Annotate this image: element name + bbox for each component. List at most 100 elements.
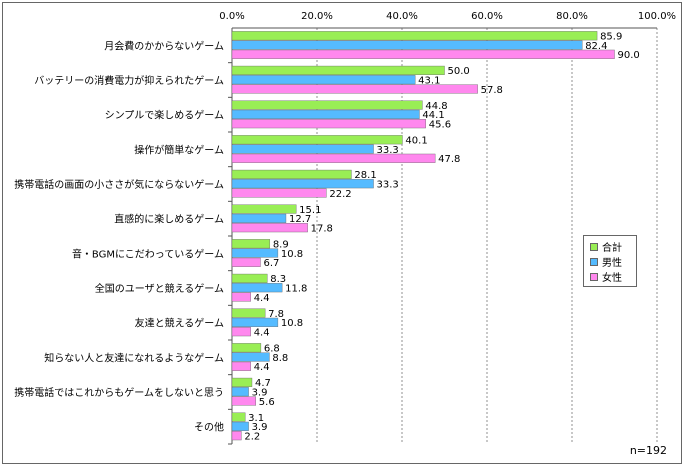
legend-swatch-female [590,272,598,281]
data-label: 5.6 [259,397,275,408]
x-tick-label: 40.0% [386,11,418,22]
x-tick-label: 60.0% [471,11,503,22]
data-label: 22.2 [329,189,351,200]
x-tick-label: 80.0% [556,11,588,22]
data-label: 4.4 [254,293,270,304]
bar [231,257,261,267]
data-label: 44.1 [422,110,444,121]
data-label: 4.7 [255,378,271,389]
data-label: 4.4 [254,362,270,373]
data-label: 8.8 [272,353,288,364]
legend-item-total: 合計 [590,239,636,254]
category-label: シンプルで楽しめるゲーム [105,109,224,122]
data-label: 8.9 [273,239,289,250]
x-tick-label: 20.0% [301,11,333,22]
bar [231,273,268,283]
bar [231,317,279,327]
bar [231,361,251,371]
data-label: 45.6 [429,119,451,130]
data-label: 15.1 [299,205,321,216]
bar [231,188,327,198]
bar [231,431,242,441]
data-label: 6.7 [263,258,279,269]
category-label: 携帯電話の画面の小ささが気にならないゲーム [14,178,224,191]
category-label: 知らない人と友達になれるようなゲーム [44,351,224,364]
bar [231,49,615,59]
bar [231,135,403,145]
legend-label-male: 男性 [602,258,622,269]
data-label: 40.1 [405,135,427,146]
bar [231,396,256,406]
bar [231,204,297,214]
bar [231,421,249,431]
data-label: 4.4 [254,327,270,338]
bar [231,169,352,179]
data-label: 3.9 [252,422,268,433]
bar [231,31,598,41]
bar [231,100,423,110]
bar [231,248,279,258]
data-label: 57.8 [481,85,503,96]
data-label: 3.1 [248,413,264,424]
legend: 合計 男性 女性 [583,235,637,287]
data-label: 50.0 [448,66,470,77]
bar [231,292,251,302]
bar [231,75,416,85]
legend-swatch-male [590,257,598,266]
bar [231,119,427,129]
data-label: 12.7 [289,214,311,225]
data-label: 43.1 [418,75,440,86]
legend-label-total: 合計 [602,243,622,254]
legend-item-female: 女性 [590,269,636,284]
data-label: 82.4 [585,41,607,52]
data-label: 17.8 [311,223,333,234]
bar-chart: 0.0% 20.0% 40.0% 60.0% 80.0% 100.0% 月会費のかからないゲ… [14,11,676,445]
data-label: 44.8 [425,101,447,112]
data-label: 90.0 [618,50,640,61]
data-label: 85.9 [600,31,622,42]
bar [231,40,583,50]
bar [231,412,246,422]
bar [231,65,445,75]
data-label: 6.8 [264,343,280,354]
category-label: 音・BGMにこだわっているゲーム [72,247,224,260]
category-label: その他 [194,421,224,434]
bar [231,327,251,337]
bar [231,153,436,163]
legend-item-male: 男性 [590,254,636,269]
category-label: 操作が簡単なゲーム [134,143,224,156]
bar [231,223,308,233]
bar [231,84,478,94]
bar [231,343,262,353]
category-label: バッテリーの消費電力が抑えられたゲーム [34,74,224,87]
legend-label-female: 女性 [602,273,622,284]
data-label: 33.3 [377,179,399,190]
data-label: 8.3 [270,274,286,285]
data-label: 3.9 [252,387,268,398]
bar [231,144,374,154]
data-label: 33.3 [377,145,399,156]
chart-frame: 0.0% 20.0% 40.0% 60.0% 80.0% 100.0% 月会費のかからないゲ… [2,2,682,464]
bar [231,308,266,318]
bar [231,213,287,223]
x-tick-label: 0.0% [219,11,244,22]
bar [231,109,420,119]
bar [231,283,283,293]
category-label: 全国のユーザと競えるゲーム [95,282,224,295]
bar [231,179,374,189]
data-label: 10.8 [281,249,303,260]
category-label: 月会費のかからないゲーム [104,39,224,52]
data-label: 10.8 [281,318,303,329]
category-label: 携帯電話ではこれからもゲームをしないと思う [14,386,224,399]
x-tick-label: 100.0% [638,11,676,22]
data-label: 11.8 [285,283,307,294]
data-label: 47.8 [438,154,460,165]
data-label: 7.8 [268,309,284,320]
category-label: 直感的に楽しめるゲーム [114,213,224,226]
bar [231,387,249,397]
sample-size-note: n=192 [629,444,667,457]
bar [231,352,270,362]
data-label: 2.2 [244,431,260,442]
bar [231,239,271,249]
legend-swatch-total [590,242,598,251]
